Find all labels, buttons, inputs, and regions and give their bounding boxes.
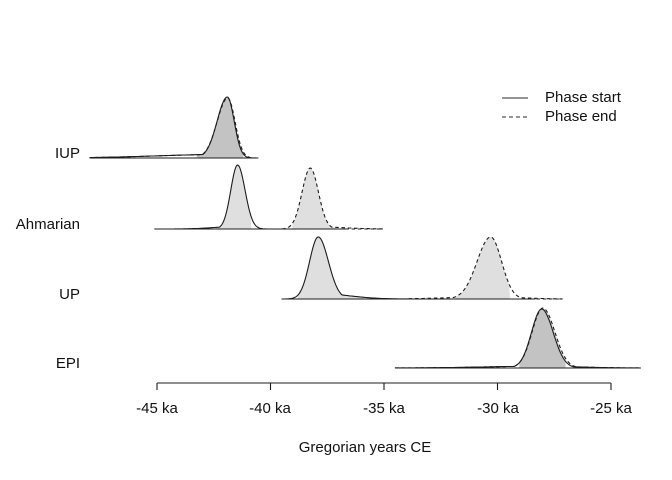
- legend-label-phase-end: Phase end: [545, 108, 617, 125]
- legend-label-phase-start: Phase start: [545, 89, 621, 106]
- up-phase-start-fill: [297, 237, 364, 299]
- epi-phase-start-curve: [394, 308, 642, 369]
- row-label-epi: EPI: [55, 355, 80, 372]
- x-tick-minus40ka: -40 ka: [249, 400, 291, 417]
- iup-phase-end-fill: [196, 98, 244, 158]
- x-tick-minus30ka: -30 ka: [477, 400, 519, 417]
- epi-phase-end-curve: [394, 307, 642, 369]
- iup-phase-end-curve: [89, 97, 260, 159]
- row-label-iup: IUP: [54, 145, 80, 162]
- x-tick-minus25ka: -25 ka: [590, 400, 632, 417]
- x-axis-title: Gregorian years CE: [298, 439, 432, 456]
- x-tick-minus45ka: -45 ka: [136, 400, 178, 417]
- row-label-up: UP: [59, 286, 80, 303]
- row-label-ahmarian: Ahmarian: [15, 216, 80, 233]
- iup-phase-start-fill: [196, 97, 244, 158]
- ahmarian-phase-start-fill: [216, 165, 252, 229]
- x-tick-minus35ka: -35 ka: [363, 400, 405, 417]
- epi-phase-start-fill: [519, 309, 566, 368]
- ahmarian-phase-end-curve: [256, 167, 384, 230]
- ahmarian-phase-end-fill: [292, 168, 338, 229]
- epi-phase-end-fill: [519, 308, 566, 368]
- up-phase-end-fill: [455, 237, 510, 299]
- up-phase-end-curve: [408, 236, 563, 300]
